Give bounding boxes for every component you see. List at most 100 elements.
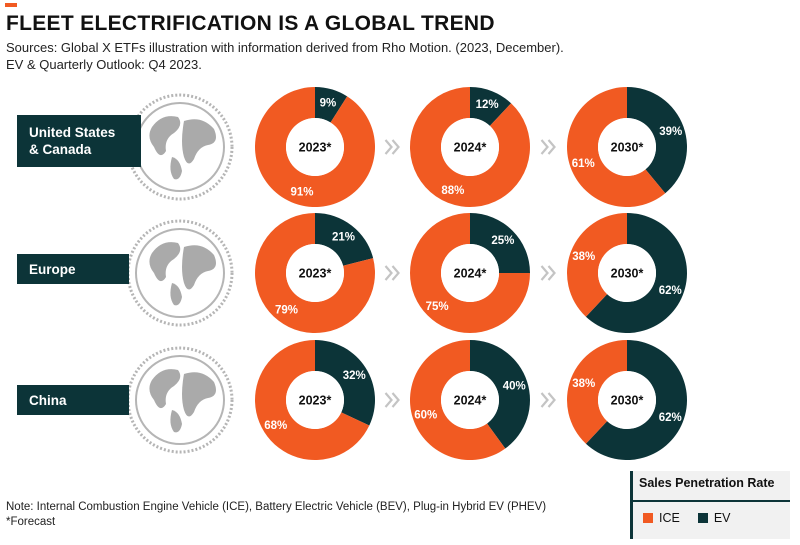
donut-year-china-2: 2030* — [611, 394, 644, 408]
globe-icon-europe — [135, 228, 225, 318]
donut-ice-europe-2 — [567, 213, 627, 317]
label-ev-us-canada-1: 12% — [476, 99, 499, 111]
label-ice-europe-2: 38% — [572, 251, 595, 263]
footnote: Note: Internal Combustion Engine Vehicle… — [6, 500, 546, 530]
region-label-china-text: China — [29, 392, 67, 408]
label-ice-us-canada-1: 88% — [441, 185, 464, 197]
globe-land-us-canada-1 — [182, 119, 216, 164]
arrow-us-canada-1-1 — [547, 139, 556, 155]
arrow-us-canada-1-0 — [540, 139, 549, 155]
donut-ev-china-2 — [585, 340, 687, 461]
label-ice-china-0: 68% — [264, 420, 287, 432]
globe-land-europe-2 — [170, 283, 182, 306]
donut-ice-china-2 — [567, 340, 627, 444]
subtitle-outlook-line: EV & Quarterly Outlook: Q4 2023. — [6, 57, 202, 72]
label-ev-china-1: 40% — [503, 381, 526, 393]
legend-item-ice: ICE — [643, 511, 680, 525]
donut-hole-europe-1 — [441, 244, 499, 302]
label-ice-us-canada-2: 61% — [572, 158, 595, 170]
page-subtitle: Sources: Global X ETFs illustration with… — [6, 39, 706, 73]
donut-hole-us-canada-0 — [286, 118, 344, 176]
donut-year-china-0: 2023* — [299, 394, 332, 408]
arrow-china-0-1 — [391, 392, 400, 408]
donut-ev-europe-0 — [315, 213, 374, 266]
globe-icon-china — [135, 355, 225, 445]
arrow-europe-1-0 — [540, 265, 549, 281]
donut-ev-us-canada-2 — [627, 87, 688, 194]
legend-divider — [633, 500, 790, 502]
footnote-forecast: *Forecast — [6, 516, 56, 528]
globe-land-us-canada-0 — [149, 116, 181, 156]
arrow-china-1-1 — [547, 392, 556, 408]
donut-hole-europe-2 — [598, 244, 656, 302]
label-ev-china-2: 62% — [659, 412, 682, 424]
legend-title: Sales Penetration Rate — [639, 476, 775, 490]
footnote-note: Note: Internal Combustion Engine Vehicle… — [6, 501, 547, 513]
donut-hole-china-1 — [441, 371, 499, 429]
label-ev-europe-2: 62% — [659, 285, 682, 297]
subtitle-source-line: Sources: Global X ETFs illustration with… — [6, 40, 564, 55]
donut-year-europe-0: 2023* — [299, 267, 332, 281]
legend-label-ev: EV — [713, 511, 731, 525]
label-ice-europe-0: 79% — [275, 305, 298, 317]
arrow-china-1-0 — [540, 392, 549, 408]
globe-land-china-2 — [170, 410, 182, 433]
arrow-europe-1-1 — [547, 265, 556, 281]
region-label-us-line2: & Canada — [29, 142, 92, 157]
donut-year-europe-1: 2024* — [454, 267, 487, 281]
globe-land-us-canada-2 — [170, 157, 182, 180]
globe-land-china-1 — [182, 372, 216, 417]
donut-ev-europe-1 — [470, 213, 530, 273]
region-label-us-canada: United States & Canada — [17, 115, 141, 167]
donut-year-europe-2: 2030* — [611, 267, 644, 281]
label-ev-europe-1: 25% — [491, 235, 514, 247]
donut-ice-us-canada-0 — [255, 87, 375, 208]
donut-ev-us-canada-1 — [470, 87, 512, 126]
legend-item-ev: EV — [697, 511, 731, 525]
globe-ring-china — [126, 346, 234, 454]
globe-land-europe-0 — [149, 242, 181, 282]
arrow-europe-0-0 — [384, 265, 393, 281]
donut-year-china-1: 2024* — [454, 394, 487, 408]
donut-ice-china-1 — [409, 340, 506, 460]
globe-ring-europe — [126, 219, 234, 327]
donut-ev-china-1 — [470, 340, 530, 449]
arrow-china-0-0 — [384, 392, 393, 408]
donut-ice-europe-0 — [255, 213, 375, 334]
label-ev-us-canada-2: 39% — [659, 126, 682, 138]
region-label-us-line1: United States — [29, 125, 116, 140]
label-ice-china-1: 60% — [414, 409, 437, 421]
globe-land-china-0 — [149, 369, 181, 409]
label-ev-us-canada-0: 9% — [320, 97, 337, 109]
arrow-us-canada-0-0 — [384, 139, 393, 155]
arrow-europe-0-1 — [391, 265, 400, 281]
donut-hole-europe-0 — [286, 244, 344, 302]
legend: Sales Penetration Rate ICE EV — [630, 471, 790, 539]
donut-ice-europe-1 — [410, 213, 530, 333]
label-ice-europe-1: 75% — [426, 301, 449, 313]
region-label-europe-text: Europe — [29, 261, 76, 277]
donut-year-us-canada-0: 2023* — [299, 141, 332, 155]
donut-hole-us-canada-1 — [441, 118, 499, 176]
legend-swatch-ice — [643, 513, 653, 523]
globe-ring-us-canada — [126, 93, 234, 201]
label-ice-china-2: 38% — [572, 378, 595, 390]
donut-hole-china-2 — [598, 371, 656, 429]
donut-ice-china-0 — [255, 340, 370, 460]
region-label-china: China — [17, 385, 129, 415]
arrow-us-canada-0-1 — [391, 139, 400, 155]
globe-land-europe-1 — [182, 245, 216, 290]
donut-ice-us-canada-2 — [567, 87, 666, 207]
label-ice-us-canada-0: 91% — [291, 187, 314, 199]
legend-label-ice: ICE — [659, 511, 680, 525]
donut-hole-china-0 — [286, 371, 344, 429]
donut-year-us-canada-2: 2030* — [611, 141, 644, 155]
page-title: FLEET ELECTRIFICATION IS A GLOBAL TREND — [6, 12, 495, 35]
label-ev-europe-0: 21% — [332, 231, 355, 243]
donut-ev-china-0 — [315, 340, 375, 426]
donut-hole-us-canada-2 — [598, 118, 656, 176]
donut-year-us-canada-1: 2024* — [454, 141, 487, 155]
label-ev-china-0: 32% — [343, 370, 366, 382]
title-accent-bar — [5, 3, 17, 7]
